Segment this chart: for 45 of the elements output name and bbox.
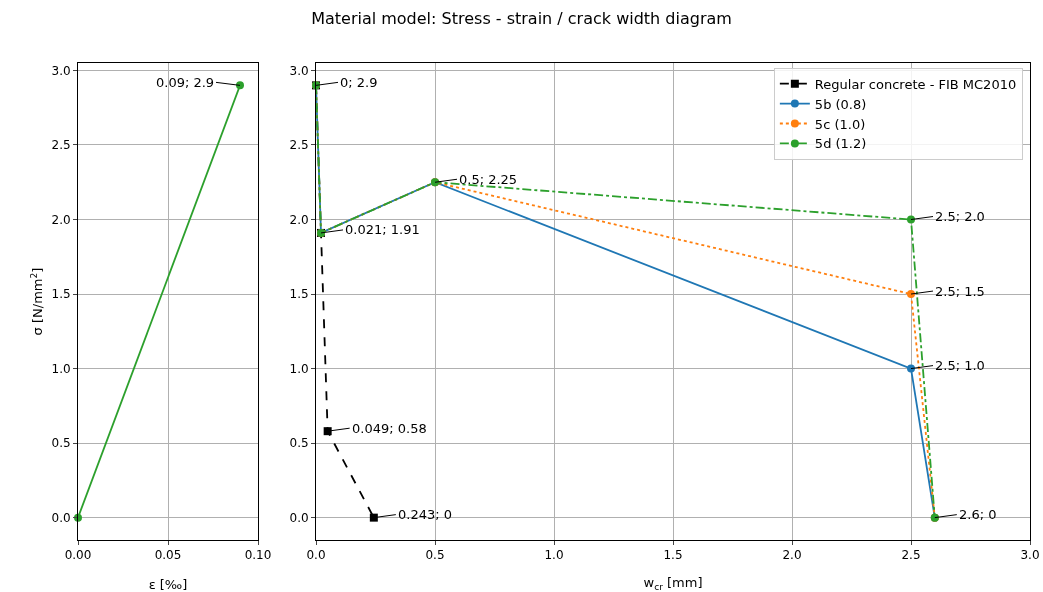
- x-tick-label: 0.5: [425, 548, 445, 563]
- x-axis-title: ε [‰]: [148, 577, 188, 592]
- annotation: 2.5; 2.0: [935, 209, 985, 224]
- annotation: 0.243; 0: [398, 507, 452, 522]
- y-tick-label: 0.0: [289, 510, 309, 525]
- y-tick-label: 3.0: [289, 63, 309, 78]
- y-tick-label: 2.5: [51, 138, 71, 153]
- annotation: 2.6; 0: [959, 507, 997, 522]
- x-tick-label: 0.00: [64, 548, 92, 563]
- annotation: 0.021; 1.91: [345, 222, 420, 237]
- y-tick-label: 0.5: [289, 436, 309, 451]
- x-tick-label: 2.5: [901, 548, 921, 563]
- y-tick-label: 0.0: [51, 510, 71, 525]
- point: [323, 427, 332, 436]
- x-tick-label: 0.0: [306, 548, 326, 563]
- point: [907, 364, 915, 373]
- legend-label: Regular concrete - FIB MC2010: [814, 76, 1017, 92]
- y-tick-label: 0.5: [51, 436, 71, 451]
- y-tick-label: 1.0: [289, 361, 309, 376]
- legend-label: 5d (1.2): [814, 136, 867, 152]
- x-tick-label: 0.05: [154, 548, 182, 563]
- legend-label: 5b (0.8): [814, 96, 867, 112]
- annotation: 0.09; 2.9: [156, 75, 215, 90]
- annotation: 0; 2.9: [340, 75, 378, 90]
- annotation: 2.5; 1.5: [935, 284, 985, 299]
- x-tick-label: 1.0: [544, 548, 564, 563]
- x-tick-label: 0.10: [244, 548, 272, 563]
- legend-label: 5c (1.0): [814, 116, 866, 132]
- annotation: 2.5; 1.0: [935, 358, 985, 373]
- point: [369, 513, 378, 522]
- y-tick-label: 2.0: [289, 212, 309, 227]
- annotation: 0.5; 2.25: [459, 172, 518, 187]
- y-tick-label: 1.0: [51, 361, 71, 376]
- x-tick-label: 2.0: [782, 548, 802, 563]
- x-axis-title: w$_{cr}$ [mm]: [643, 575, 703, 592]
- y-tick-label: 3.0: [51, 63, 71, 78]
- chart-title: Material model: Stress - strain / crack width diagram: [311, 8, 732, 28]
- y-tick-label: 1.5: [51, 287, 71, 302]
- annotation: 0.049; 0.58: [352, 421, 427, 436]
- y-tick-label: 2.0: [51, 212, 71, 227]
- y-tick-label: 2.5: [289, 138, 309, 153]
- y-tick-label: 1.5: [289, 287, 309, 302]
- point: [907, 215, 915, 224]
- x-tick-label: 3.0: [1020, 548, 1040, 563]
- x-tick-label: 1.5: [663, 548, 683, 563]
